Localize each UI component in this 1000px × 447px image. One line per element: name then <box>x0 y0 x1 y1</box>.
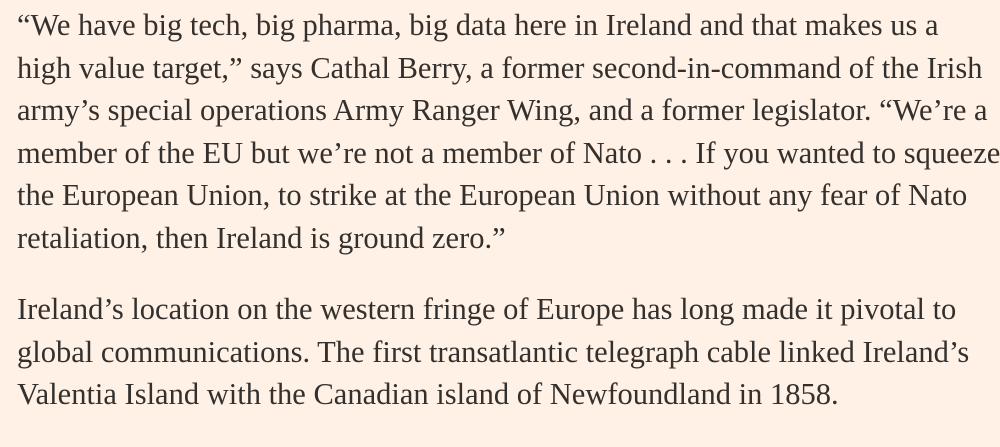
history-paragraph: Ireland’s location on the western fringe… <box>17 288 1000 416</box>
paragraph-line: retaliation, then Ireland is ground zero… <box>17 220 506 255</box>
paragraph-line: member of the EU but we’re not a member … <box>17 135 1000 170</box>
paragraph-line: “We have big tech, big pharma, big data … <box>17 8 939 42</box>
paragraph-line: army’s special operations Army Ranger Wi… <box>17 93 988 127</box>
paragraph-line: Ireland’s location on the western fringe… <box>17 292 957 326</box>
quote-paragraph: “We have big tech, big pharma, big data … <box>17 4 1000 259</box>
paragraph-line: Valentia Island with the Canadian island… <box>17 377 839 411</box>
paragraph-line: high value target,” says Cathal Berry, a… <box>17 50 983 85</box>
paragraph-line: global communications. The first transat… <box>17 334 970 369</box>
paragraph-line: the European Union, to strike at the Eur… <box>17 178 968 212</box>
